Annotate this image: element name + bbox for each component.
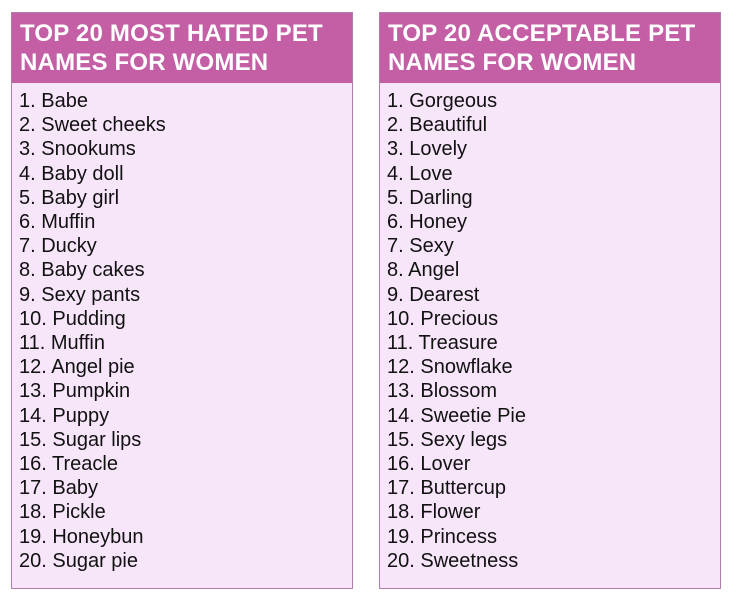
list-item: 11. Muffin	[19, 332, 105, 355]
list-item: 13. Pumpkin	[19, 380, 131, 403]
list-item: 17. Buttercup	[387, 477, 506, 500]
list-item: 4. Love	[387, 162, 453, 185]
list-item: 10. Pudding	[19, 307, 126, 330]
hated-names-title: TOP 20 MOST HATED PET NAMES FOR WOMEN	[12, 13, 352, 83]
list-item: 14. Puppy	[19, 404, 110, 427]
list-item: 6. Muffin	[19, 211, 96, 234]
list-item: 15. Sugar lips	[19, 428, 142, 451]
list-item: 5. Baby girl	[19, 186, 120, 209]
list-item: 9. Dearest	[387, 283, 480, 306]
list-item: 16. Lover	[387, 453, 471, 476]
list-item: 7. Ducky	[19, 235, 97, 258]
list-item: 18. Pickle	[19, 501, 106, 524]
list-item: 10. Precious	[387, 307, 499, 330]
list-item: 11. Treasure	[387, 332, 498, 355]
list-item: 12. Snowflake	[387, 356, 513, 379]
acceptable-names-panel: TOP 20 ACCEPTABLE PET NAMES FOR WOMEN 1.…	[379, 12, 721, 589]
list-item: 7. Sexy	[387, 235, 454, 258]
list-item: 8. Baby cakes	[19, 259, 145, 282]
acceptable-names-list: 1. Gorgeous 2. Beautiful 3. Lovely 4. Love 5…	[380, 83, 720, 573]
list-item: 14. Sweetie Pie	[387, 404, 526, 427]
list-item: 9. Sexy pants	[19, 283, 141, 306]
list-item: 13. Blossom	[387, 380, 498, 403]
list-item: 1. Babe	[19, 90, 88, 112]
list-item: 19. Honeybun	[19, 525, 144, 548]
list-item: 1. Gorgeous	[387, 90, 498, 112]
list-item: 17. Baby	[19, 477, 98, 500]
list-item: 19. Princess	[387, 525, 498, 548]
list-item: 15. Sexy legs	[387, 428, 508, 451]
list-item: 4. Baby doll	[19, 162, 124, 185]
list-item: 18. Flower	[387, 501, 481, 524]
list-item: 3. Lovely	[387, 138, 468, 161]
list-item: 8. Angel	[387, 259, 460, 282]
hated-names-panel: TOP 20 MOST HATED PET NAMES FOR WOMEN 1.…	[11, 12, 353, 589]
list-item: 2. Sweet cheeks	[19, 114, 166, 137]
list-item: 5. Darling	[387, 186, 473, 209]
list-item: 2. Beautiful	[387, 114, 488, 137]
list-item: 20. Sweetness	[387, 549, 519, 572]
list-item: 12. Angel pie	[19, 356, 135, 379]
list-item: 6. Honey	[387, 211, 468, 234]
list-item: 3. Snookums	[19, 138, 136, 161]
acceptable-names-title: TOP 20 ACCEPTABLE PET NAMES FOR WOMEN	[380, 13, 720, 83]
list-item: 20. Sugar pie	[19, 549, 138, 572]
list-item: 16. Treacle	[19, 453, 118, 476]
hated-names-list: 1. Babe 2. Sweet cheeks 3. Snookums 4. Baby…	[12, 83, 352, 573]
